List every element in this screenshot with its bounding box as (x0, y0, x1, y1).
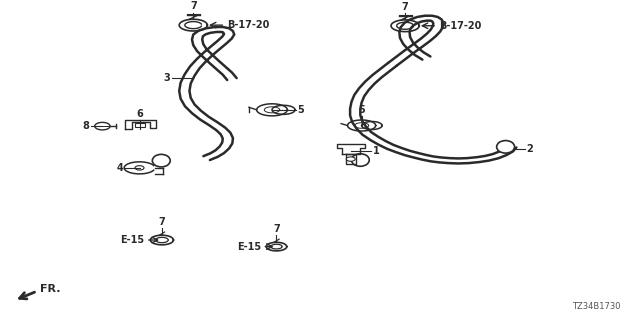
Text: 5: 5 (358, 106, 365, 116)
Text: E-15: E-15 (120, 235, 145, 245)
Text: 7: 7 (402, 2, 408, 12)
Ellipse shape (152, 154, 170, 167)
Text: 5: 5 (297, 105, 304, 115)
Text: 7: 7 (190, 1, 196, 11)
Text: 1: 1 (372, 146, 380, 156)
Text: E-15: E-15 (237, 242, 261, 252)
Text: TZ34B1730: TZ34B1730 (572, 301, 621, 311)
Text: 3: 3 (163, 74, 170, 84)
Text: B-17-20: B-17-20 (439, 21, 481, 31)
Ellipse shape (497, 140, 515, 153)
Text: 7: 7 (159, 217, 165, 227)
Text: 4: 4 (116, 163, 124, 173)
Ellipse shape (351, 154, 369, 166)
Text: 7: 7 (273, 224, 280, 234)
Text: B-17-20: B-17-20 (227, 20, 269, 30)
Circle shape (346, 157, 355, 161)
Text: 2: 2 (526, 144, 533, 154)
Text: 6: 6 (137, 109, 143, 119)
Text: 8: 8 (83, 121, 90, 131)
Text: FR.: FR. (40, 284, 60, 294)
